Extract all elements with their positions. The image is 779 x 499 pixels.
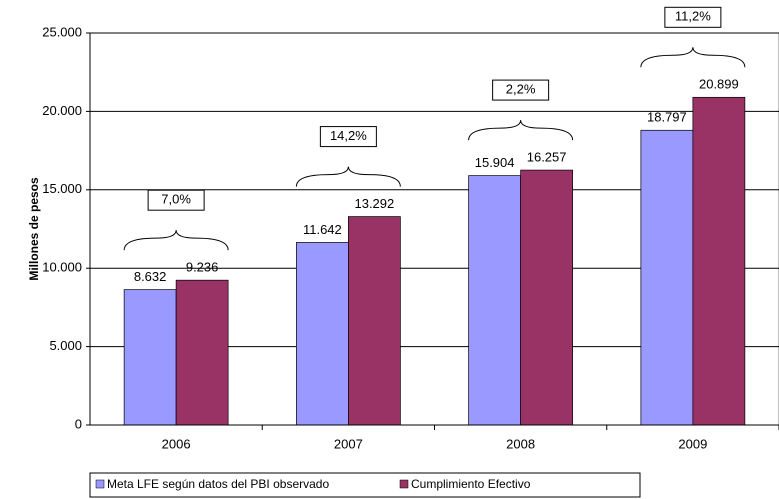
legend — [89, 472, 641, 498]
annotation: 7,0% — [161, 192, 191, 207]
bar — [468, 175, 521, 426]
bar — [175, 279, 229, 426]
value-label: 18.797 — [647, 110, 687, 125]
bar — [520, 169, 573, 426]
bar — [296, 242, 349, 426]
legend-label: Meta LFE según datos del PBI observado — [107, 477, 329, 491]
legend-swatch — [95, 479, 105, 489]
annotation: 2,2% — [506, 82, 536, 97]
bar — [640, 129, 694, 426]
annotation-box — [664, 6, 722, 28]
y-tick-label: 10.000 — [42, 260, 82, 275]
bar — [348, 216, 401, 426]
value-label: 16.257 — [527, 150, 567, 165]
value-label: 11.642 — [303, 222, 342, 237]
legend-swatch — [399, 479, 409, 489]
brace — [123, 230, 229, 251]
y-tick-label: 0 — [75, 416, 82, 431]
legend-label: Cumplimiento Efectivo — [411, 477, 531, 491]
bar — [123, 289, 177, 426]
y-tick-label: 20.000 — [42, 103, 82, 118]
x-tick-label: 2009 — [678, 436, 707, 451]
annotation-box — [492, 79, 550, 101]
annotation: 14,2% — [330, 128, 367, 143]
value-label: 8.632 — [134, 269, 167, 284]
y-axis-label: Millones de pesos — [27, 177, 41, 281]
x-tick-label: 2006 — [162, 436, 191, 451]
annotation-box — [147, 189, 205, 211]
value-label: 15.904 — [475, 155, 515, 170]
x-tick-label: 2007 — [334, 436, 363, 451]
annotation: 11,2% — [675, 9, 711, 24]
brace — [640, 47, 746, 68]
value-label: 9.236 — [186, 260, 219, 275]
value-label: 13.292 — [354, 196, 394, 211]
value-label: 20.899 — [699, 77, 739, 92]
annotation-box — [319, 126, 377, 148]
bar — [692, 96, 746, 426]
y-tick-label: 25.000 — [42, 24, 82, 39]
y-tick-label: 5.000 — [49, 338, 82, 353]
y-tick-label: 15.000 — [42, 181, 82, 196]
x-tick-label: 2008 — [506, 436, 535, 451]
